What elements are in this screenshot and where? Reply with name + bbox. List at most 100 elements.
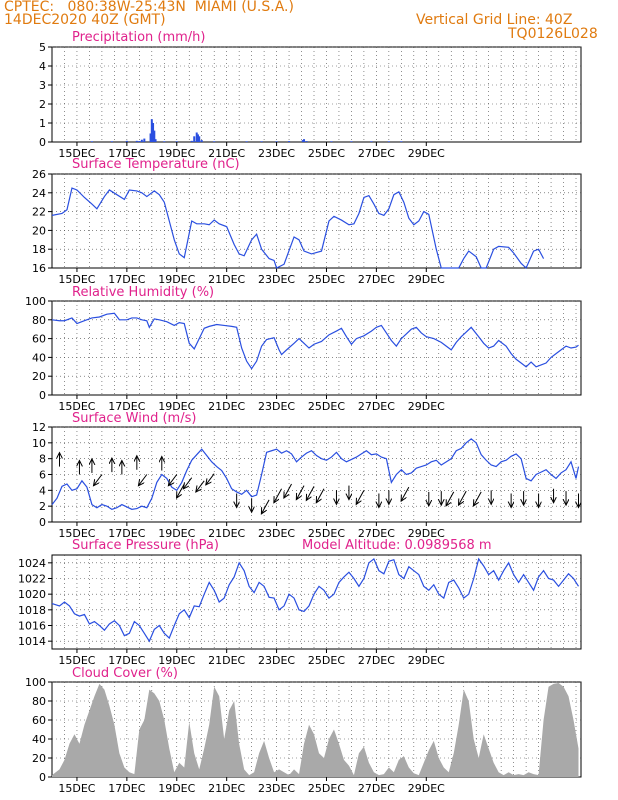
precip-bar — [196, 134, 199, 142]
precip-xtick-label: 27DEC — [358, 147, 395, 160]
wind-arrow — [274, 488, 283, 503]
precip-xtick-label: 25DEC — [308, 147, 345, 160]
pres-ytick-label: 1014 — [18, 635, 46, 648]
pres-xtick-label: 27DEC — [358, 654, 395, 667]
precip-ytick-label: 5 — [39, 41, 46, 54]
precip-bar — [175, 141, 178, 142]
precip-bar — [90, 141, 93, 142]
precip-bar — [301, 140, 304, 142]
pres-xtick-label: 23DEC — [258, 654, 295, 667]
precip-bar — [193, 136, 196, 142]
rh-xtick-label: 29DEC — [408, 400, 445, 413]
rh-xtick-label: 17DEC — [108, 400, 145, 413]
rh-ytick-label: 40 — [32, 351, 46, 364]
panel-wind: 0 2 4 6 8 10 12 15DEC 17DEC 19DEC 21DEC 23DEC 25DEC 2… — [32, 411, 581, 540]
wind-ytick-label: 2 — [39, 500, 46, 513]
precip-bar — [195, 132, 198, 142]
precip-ytick-label: 0 — [39, 136, 46, 149]
precip-bar — [150, 119, 153, 142]
pres-frame — [51, 554, 582, 650]
wind-arrow — [356, 490, 365, 504]
temp-ytick-label: 26 — [32, 168, 46, 181]
precip-title: Precipitation (mm/h) — [72, 30, 205, 45]
precip-bar — [400, 141, 403, 142]
precip-bar — [213, 141, 216, 142]
header-date: 14DEC2020 40Z (GMT) — [4, 12, 166, 28]
cloud-ytick-label: 80 — [32, 695, 46, 708]
cloud-ytick-label: 60 — [32, 714, 46, 727]
wind-xtick-label: 27DEC — [358, 527, 395, 540]
wind-ytick-label: 8 — [39, 453, 46, 466]
wind-xtick-label: 29DEC — [408, 527, 445, 540]
pres-xtick-label: 21DEC — [208, 654, 245, 667]
precip-ytick-label: 2 — [39, 98, 46, 111]
pres-xtick-label: 15DEC — [58, 654, 95, 667]
cloud-xtick-label: 29DEC — [408, 782, 445, 795]
model-altitude: Model Altitude: 0.0989568 m — [302, 538, 492, 553]
cloud-ytick-label: 40 — [32, 733, 46, 746]
wind-arrow — [459, 490, 467, 505]
cloud-xtick-label: 17DEC — [108, 782, 145, 795]
precip-xtick-label: 17DEC — [108, 147, 145, 160]
rh-ytick-label: 100 — [25, 295, 46, 308]
precip-xtick-label: 21DEC — [208, 147, 245, 160]
cloud-xtick-label: 27DEC — [358, 782, 395, 795]
pres-ytick-label: 1022 — [18, 573, 46, 586]
precip-bar — [288, 141, 291, 142]
temp-ytick-label: 16 — [32, 262, 46, 275]
precip-bar — [260, 141, 263, 142]
precip-ytick-label: 3 — [39, 79, 46, 92]
precip-frame — [51, 46, 582, 143]
precip-xtick-label: 15DEC — [58, 147, 95, 160]
precip-bar — [350, 141, 353, 142]
cloud-xtick-label: 25DEC — [308, 782, 345, 795]
rh-ytick-label: 80 — [32, 314, 46, 327]
precip-bar — [140, 139, 143, 142]
precip-bar — [153, 130, 156, 142]
precip-bar — [154, 139, 157, 142]
precip-bar — [370, 141, 373, 142]
temp-ytick-label: 18 — [32, 243, 46, 256]
wind-arrow — [316, 488, 325, 503]
temp-xtick-label: 25DEC — [308, 273, 345, 286]
panel-pres: 1014 1016 1018 1020 1022 1024 15DEC 17DEC 19DEC 2… — [18, 538, 582, 667]
panel-rh: 0 20 40 60 80 100 15DEC 17DEC 19DEC 21DEC 23DEC 25D… — [25, 285, 582, 413]
wind-arrow — [296, 485, 305, 500]
cloud-xtick-label: 21DEC — [208, 782, 245, 795]
precip-ytick-label: 4 — [39, 60, 46, 73]
pres-ytick-label: 1018 — [18, 604, 46, 617]
panel-cloud: 0 20 40 60 80 100 15DEC 17DEC 19DEC 21DEC 23DEC 25D… — [25, 666, 582, 795]
cloud-series-area — [52, 682, 579, 777]
cloud-xtick-label: 19DEC — [158, 782, 195, 795]
pres-xtick-label: 25DEC — [308, 654, 345, 667]
precip-bar — [305, 141, 308, 142]
temp-xtick-label: 21DEC — [208, 273, 245, 286]
precip-bar — [200, 140, 203, 142]
cloud-ytick-label: 20 — [32, 752, 46, 765]
temp-ytick-label: 24 — [32, 187, 46, 200]
wind-ytick-label: 10 — [32, 437, 46, 450]
rh-xtick-label: 27DEC — [358, 400, 395, 413]
wind-xtick-label: 17DEC — [108, 527, 145, 540]
precip-bar — [143, 138, 146, 142]
temp-xtick-label: 19DEC — [158, 273, 195, 286]
cloud-xtick-label: 23DEC — [258, 782, 295, 795]
wind-arrow — [284, 483, 292, 498]
wind-arrow — [401, 486, 410, 501]
precip-bar — [245, 141, 248, 142]
precip-xtick-label: 23DEC — [258, 147, 295, 160]
temp-ytick-label: 20 — [32, 224, 46, 237]
wind-arrow — [473, 491, 482, 506]
rh-ytick-label: 20 — [32, 370, 46, 383]
cloud-ytick-label: 100 — [25, 676, 46, 689]
precip-bar — [387, 141, 390, 142]
pres-ytick-label: 1024 — [18, 557, 46, 570]
header-grid-line: Vertical Grid Line: 40Z — [416, 12, 573, 28]
pres-title: Surface Pressure (hPa) — [72, 538, 219, 553]
temp-xtick-label: 29DEC — [408, 273, 445, 286]
precip-bar — [135, 140, 138, 142]
pres-series-line — [51, 557, 580, 643]
precip-bar — [275, 141, 278, 142]
precip-bar — [190, 140, 193, 142]
